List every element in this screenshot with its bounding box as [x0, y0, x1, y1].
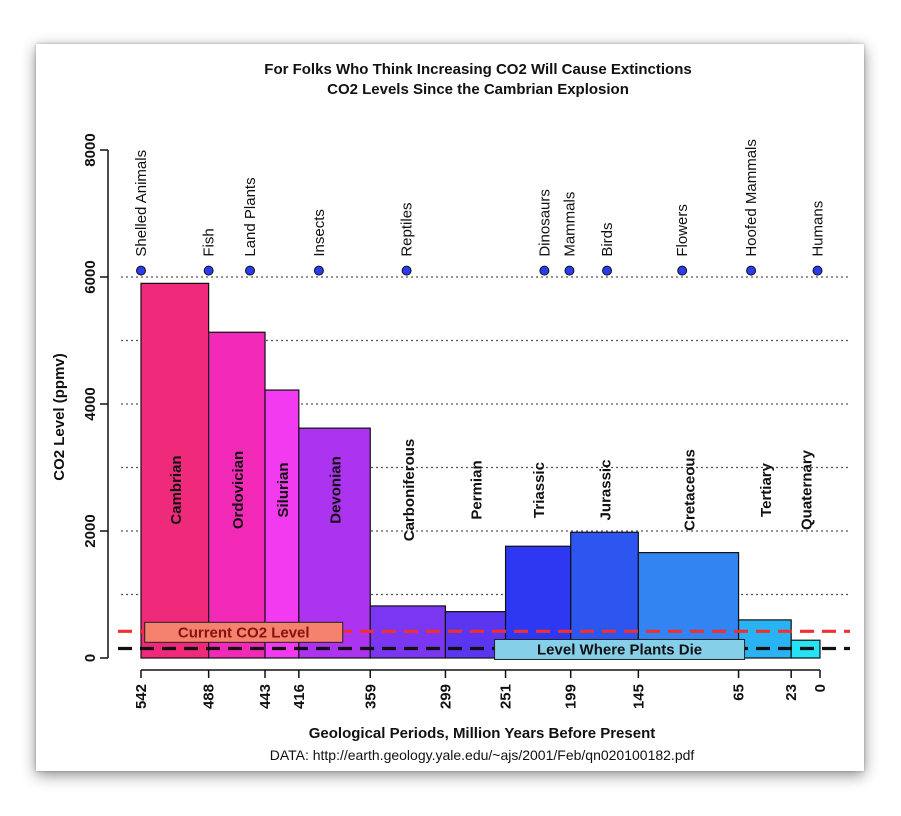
event-label: Birds: [599, 222, 616, 256]
event-label: Insects: [311, 209, 328, 257]
period-label: Ordovician: [230, 451, 247, 529]
bar-devonian: [298, 427, 371, 659]
data-source: DATA: http://earth.geology.yale.edu/~ajs…: [270, 747, 695, 763]
x-tick-label: 299: [437, 684, 454, 709]
reference-label: Level Where Plants Die: [537, 641, 702, 658]
chart-subtitle: CO2 Levels Since the Cambrian Explosion: [327, 81, 629, 98]
bar-cambrian: [140, 282, 210, 659]
reference-label-box: [144, 621, 344, 643]
period-label: Cambrian: [168, 455, 185, 524]
period-label: Jurassic: [598, 460, 615, 521]
y-axis-label: CO2 Level (ppmv): [51, 353, 68, 481]
event-label: Humans: [809, 201, 826, 257]
period-label: Cretaceous: [681, 449, 698, 531]
event-label: Shelled Animals: [133, 150, 150, 257]
event-marker: [401, 265, 412, 276]
event-marker: [677, 265, 688, 276]
event-marker: [313, 265, 324, 276]
event-label: Flowers: [674, 204, 691, 257]
event-label: Dinosaurs: [536, 189, 553, 257]
event-marker: [602, 265, 613, 276]
bar-tertiary: [737, 619, 792, 659]
period-label: Carboniferous: [401, 439, 418, 542]
plot-area: Cambrian Ordovician Silurian Devonian Carbon…: [82, 133, 850, 709]
event-label: Land Plants: [242, 177, 259, 256]
reference-label-box: [494, 638, 746, 660]
event-marker: [746, 265, 757, 276]
reference-label: Current CO2 Level: [178, 624, 310, 641]
x-axis-label: Geological Periods, Million Years Before…: [309, 725, 656, 742]
y-tick-label: 4000: [82, 387, 99, 420]
x-tick-label: 199: [563, 684, 580, 709]
x-tick-label: 23: [783, 684, 800, 701]
chart-title: For Folks Who Think Increasing CO2 Will …: [264, 61, 691, 78]
event-marker: [812, 265, 823, 276]
co2-chart: For Folks Who Think Increasing CO2 Will …: [51, 61, 850, 763]
x-tick-label: 542: [133, 684, 150, 709]
bar-ordovician: [208, 331, 266, 659]
x-tick-label: 443: [257, 684, 274, 709]
chart-card: For Folks Who Think Increasing CO2 Will …: [36, 44, 864, 771]
event-label: Fish: [201, 228, 218, 256]
period-label: Tertiary: [758, 462, 775, 517]
bar-silurian: [264, 389, 300, 659]
event-marker: [244, 265, 255, 276]
event-marker: [203, 265, 214, 276]
period-label: Devonian: [328, 456, 345, 524]
x-tick-label: 488: [201, 684, 218, 709]
period-label: Permian: [468, 460, 485, 519]
x-tick-label: 251: [498, 684, 515, 709]
y-tick-label: 6000: [82, 260, 99, 293]
y-tick-label: 8000: [82, 133, 99, 166]
x-tick-label: 416: [291, 684, 308, 709]
x-tick-label: 0: [812, 684, 829, 692]
period-label: Silurian: [275, 462, 292, 517]
event-label: Reptiles: [399, 202, 416, 256]
y-tick-label: 0: [82, 654, 99, 662]
event-marker: [136, 265, 146, 276]
event-label: Hoofed Mammals: [743, 139, 760, 257]
event-marker: [564, 265, 575, 276]
y-tick-label: 2000: [82, 514, 99, 547]
event-label: Mammals: [561, 192, 578, 257]
x-tick-label: 359: [362, 684, 379, 709]
x-tick-label: 65: [731, 684, 748, 701]
period-label: Quaternary: [799, 449, 816, 530]
event-marker: [539, 265, 550, 276]
period-label: Triassic: [531, 462, 548, 518]
bar-jurassic: [570, 531, 639, 659]
x-tick-label: 145: [630, 684, 647, 709]
